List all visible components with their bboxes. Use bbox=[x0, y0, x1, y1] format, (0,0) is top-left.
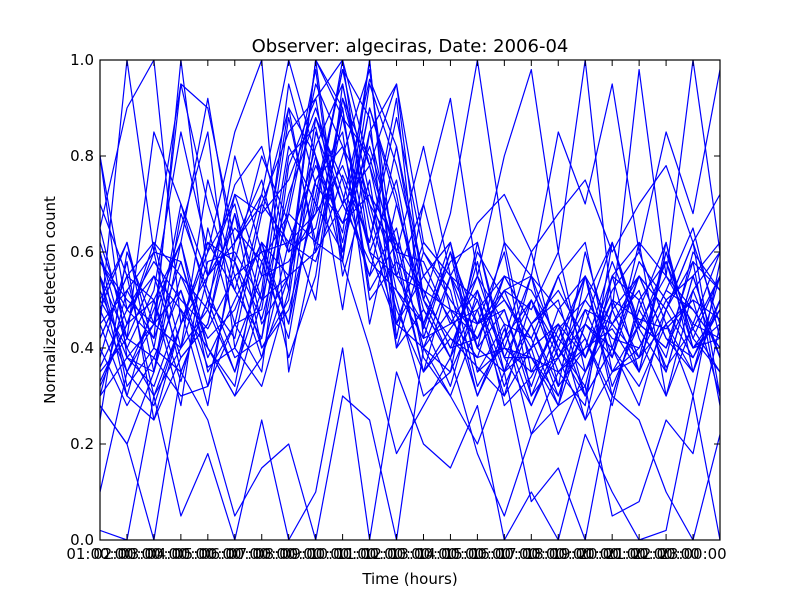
y-axis-label: Normalized detection count bbox=[41, 196, 59, 404]
x-tick-label: 12:00:00 bbox=[363, 545, 430, 563]
x-tick-label: 11:00:00 bbox=[336, 545, 403, 563]
x-tick-label: 13:00:00 bbox=[390, 545, 457, 563]
series-line-30 bbox=[100, 60, 720, 517]
series-line-26 bbox=[100, 107, 720, 397]
x-tick-label: 02:00:00 bbox=[93, 545, 160, 563]
x-tick-label: 01:00:00 bbox=[66, 545, 133, 563]
x-tick-label: 17:00:00 bbox=[498, 545, 565, 563]
x-tick-label: 22:00:00 bbox=[632, 545, 699, 563]
x-tick-label: 14:00:00 bbox=[417, 545, 484, 563]
x-tick-label: 19:00:00 bbox=[552, 545, 619, 563]
series-group bbox=[100, 60, 720, 540]
x-tick-label: 20:00:00 bbox=[578, 545, 645, 563]
x-tick-label: 05:00:00 bbox=[174, 545, 241, 563]
x-tick-label: 18:00:00 bbox=[525, 545, 592, 563]
x-axis-label: Time (hours) bbox=[361, 570, 457, 588]
series-line-18 bbox=[100, 83, 720, 421]
y-tick-label: 1.0 bbox=[70, 51, 94, 69]
x-tick-label: 16:00:00 bbox=[471, 545, 538, 563]
series-line-24 bbox=[100, 165, 720, 368]
x-tick-label: 03:00:00 bbox=[120, 545, 187, 563]
series-line-6 bbox=[100, 83, 720, 407]
series-line-20 bbox=[100, 97, 720, 407]
x-tick-label: 07:00:00 bbox=[228, 545, 295, 563]
series-line-34 bbox=[100, 60, 720, 325]
y-tick-label: 0.6 bbox=[70, 243, 94, 261]
x-tick-label: 10:00:00 bbox=[309, 545, 376, 563]
x-tick-label: 15:00:00 bbox=[444, 545, 511, 563]
x-tick-label: 08:00:00 bbox=[255, 545, 322, 563]
x-tick-label: 21:00:00 bbox=[605, 545, 672, 563]
series-line-10 bbox=[100, 60, 720, 435]
x-tick-label: 06:00:00 bbox=[201, 545, 268, 563]
x-tick-label: 23:00:00 bbox=[659, 545, 726, 563]
series-line-31 bbox=[100, 347, 720, 540]
y-tick-label: 0.8 bbox=[70, 147, 94, 165]
y-tick-label: 0.4 bbox=[70, 339, 94, 357]
series-line-29 bbox=[100, 145, 720, 397]
y-tick-label: 0.2 bbox=[70, 435, 94, 453]
x-tick-label: 04:00:00 bbox=[147, 545, 214, 563]
plot-frame bbox=[99, 59, 721, 541]
series-line-17 bbox=[100, 131, 720, 421]
chart-title: Observer: algeciras, Date: 2006-04 bbox=[252, 36, 569, 57]
series-line-27 bbox=[100, 116, 720, 387]
x-tick-label: 09:00:00 bbox=[282, 545, 349, 563]
series-line-23 bbox=[100, 116, 720, 373]
series-line-7 bbox=[100, 68, 720, 373]
series-line-32 bbox=[100, 347, 720, 540]
series-line-25 bbox=[100, 83, 720, 397]
series-line-35 bbox=[100, 107, 720, 339]
y-tick-label: 0.0 bbox=[70, 531, 94, 549]
